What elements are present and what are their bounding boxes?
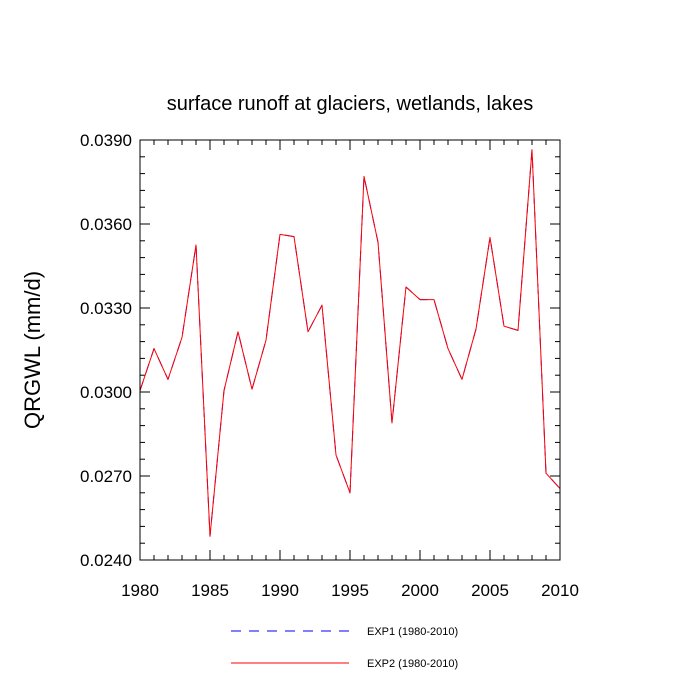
- y-axis-label: QRGWL (mm/d): [20, 271, 45, 429]
- x-tick-labels: 1980 1985 1990 1995 2000 2005 2010: [121, 581, 579, 600]
- y-tick-label: 0.0240: [80, 551, 132, 570]
- y-tick-label: 0.0390: [80, 131, 132, 150]
- minor-ticks: [140, 140, 560, 560]
- series-layer: [139, 149, 561, 537]
- chart-title: surface runoff at glaciers, wetlands, la…: [167, 93, 533, 115]
- x-tick-label: 1995: [331, 581, 369, 600]
- x-tick-label: 1980: [121, 581, 159, 600]
- legend: EXP1 (1980-2010) EXP2 (1980-2010): [231, 626, 458, 670]
- legend-label-exp2: EXP2 (1980-2010): [367, 658, 458, 670]
- x-tick-label: 1985: [191, 581, 229, 600]
- series-line-exp2: [139, 149, 561, 537]
- y-tick-label: 0.0360: [80, 215, 132, 234]
- x-tick-label: 2000: [401, 581, 439, 600]
- x-tick-label: 2005: [471, 581, 509, 600]
- y-tick-label: 0.0330: [80, 299, 132, 318]
- legend-label-exp1: EXP1 (1980-2010): [367, 626, 458, 638]
- y-tick-label: 0.0270: [80, 467, 132, 486]
- x-tick-label: 2010: [541, 581, 579, 600]
- y-tick-labels: 0.0240 0.0270 0.0300 0.0330 0.0360 0.0390: [80, 131, 132, 570]
- x-tick-label: 1990: [261, 581, 299, 600]
- y-tick-label: 0.0300: [80, 383, 132, 402]
- plot-frame: [139, 139, 561, 561]
